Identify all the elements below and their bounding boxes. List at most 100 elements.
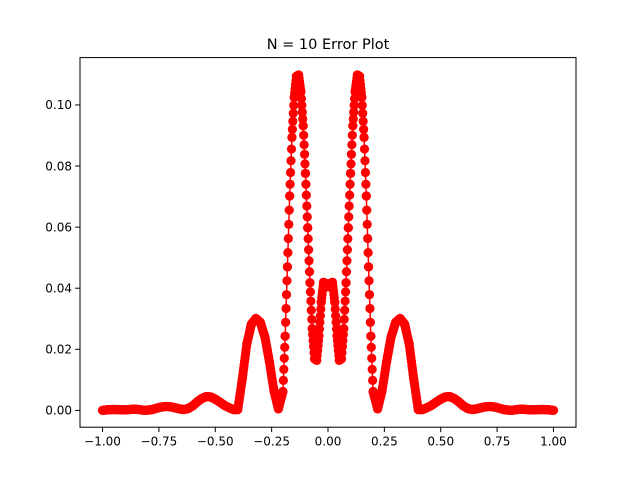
series-marker-dense xyxy=(339,314,349,324)
y-tick-label: 0.06 xyxy=(45,220,72,234)
series-marker-dense xyxy=(340,287,351,297)
data-point xyxy=(296,87,306,97)
series-marker-dense xyxy=(284,219,294,229)
series-marker-dense xyxy=(286,144,297,154)
series-marker-dense xyxy=(345,190,355,200)
x-tick-label: −0.25 xyxy=(253,435,290,449)
series-marker-dense xyxy=(280,342,290,352)
series-marker-dense xyxy=(297,107,307,117)
y-tick-label: 0.00 xyxy=(45,404,72,418)
series-marker-dense xyxy=(281,289,292,300)
series-marker-dense xyxy=(282,276,292,286)
series-marker-dense xyxy=(364,289,375,300)
series-marker-dense xyxy=(299,140,309,150)
series-marker-dense xyxy=(304,245,314,255)
x-tick-label: 0.75 xyxy=(484,435,511,449)
data-point xyxy=(314,331,324,341)
series-marker-dense xyxy=(358,116,368,126)
series-marker-dense xyxy=(315,311,325,321)
data-point xyxy=(386,332,396,342)
data-point xyxy=(548,405,559,415)
series-marker-dense xyxy=(301,179,311,189)
data-point xyxy=(368,386,378,397)
data-point xyxy=(273,404,283,414)
series-marker-dense xyxy=(341,267,352,277)
data-point xyxy=(330,297,340,307)
y-tick-label: 0.08 xyxy=(45,159,72,173)
data-point xyxy=(260,332,270,342)
series-marker-dense xyxy=(283,233,293,244)
series-marker-dense xyxy=(305,287,316,297)
series-marker-dense xyxy=(279,353,289,363)
chart-title: N = 10 Error Plot xyxy=(267,37,390,53)
series-marker-dense xyxy=(363,233,373,244)
data-point xyxy=(361,191,371,201)
data-point xyxy=(345,168,356,178)
series-marker-dense xyxy=(348,114,358,124)
series-marker-dense xyxy=(286,156,296,166)
data-point xyxy=(400,319,410,329)
series-marker-dense xyxy=(365,303,375,314)
data-point xyxy=(282,262,293,272)
data-point xyxy=(339,323,349,334)
series-marker-dense xyxy=(330,304,340,314)
series-marker-dense xyxy=(306,296,316,306)
data-point xyxy=(363,262,374,272)
series-marker-dense xyxy=(340,296,350,306)
data-point xyxy=(264,356,274,367)
data-point xyxy=(285,191,295,201)
x-tick-label: 0.50 xyxy=(427,435,454,449)
data-point xyxy=(343,223,353,233)
x-tick-label: 0.25 xyxy=(371,435,398,449)
series-marker-dense xyxy=(349,100,359,110)
series-marker-dense xyxy=(281,317,291,327)
series-marker-dense xyxy=(307,314,317,324)
series-marker-dense xyxy=(331,311,341,321)
series-marker-dense xyxy=(350,93,360,104)
series-marker-dense xyxy=(302,212,312,222)
series-marker-dense xyxy=(315,317,325,328)
series-marker-dense xyxy=(297,100,307,110)
data-point xyxy=(255,317,265,328)
series-marker-dense xyxy=(287,124,297,134)
series-marker-dense xyxy=(360,156,370,166)
series-marker-dense xyxy=(344,212,354,222)
data-point xyxy=(233,404,243,415)
series-marker-dense xyxy=(361,179,371,189)
data-point xyxy=(409,374,419,384)
series-marker-dense xyxy=(343,234,353,244)
series-marker-dense xyxy=(365,317,375,327)
data-point xyxy=(341,278,351,288)
series-marker-dense xyxy=(367,364,377,374)
y-tick-label: 0.10 xyxy=(45,98,72,112)
series-marker-dense xyxy=(284,205,294,215)
x-tick-label: −0.50 xyxy=(197,435,234,449)
series-marker-dense xyxy=(288,116,298,126)
data-point xyxy=(404,339,414,349)
series-marker-dense xyxy=(289,100,299,110)
series-marker-dense xyxy=(301,190,311,200)
data-point xyxy=(359,132,369,142)
data-point xyxy=(307,323,317,334)
series-marker-dense xyxy=(304,267,315,277)
data-point xyxy=(373,404,383,414)
data-point xyxy=(298,121,308,131)
series-marker-dense xyxy=(306,305,316,315)
series-marker-dense xyxy=(279,364,289,374)
series-marker-dense xyxy=(285,179,295,189)
series-marker-dense xyxy=(281,303,291,314)
series-marker-dense xyxy=(331,317,341,328)
x-tick-label: 1.00 xyxy=(540,435,567,449)
series-marker-dense xyxy=(358,108,368,118)
series-marker-dense xyxy=(347,130,357,140)
series-marker-dense xyxy=(367,353,377,363)
series-marker-dense xyxy=(314,324,325,334)
data-point xyxy=(303,223,313,233)
series-marker-dense xyxy=(300,159,310,169)
data-point xyxy=(332,331,342,341)
data-point xyxy=(294,70,304,80)
data-point xyxy=(316,297,326,307)
data-point xyxy=(366,331,376,341)
